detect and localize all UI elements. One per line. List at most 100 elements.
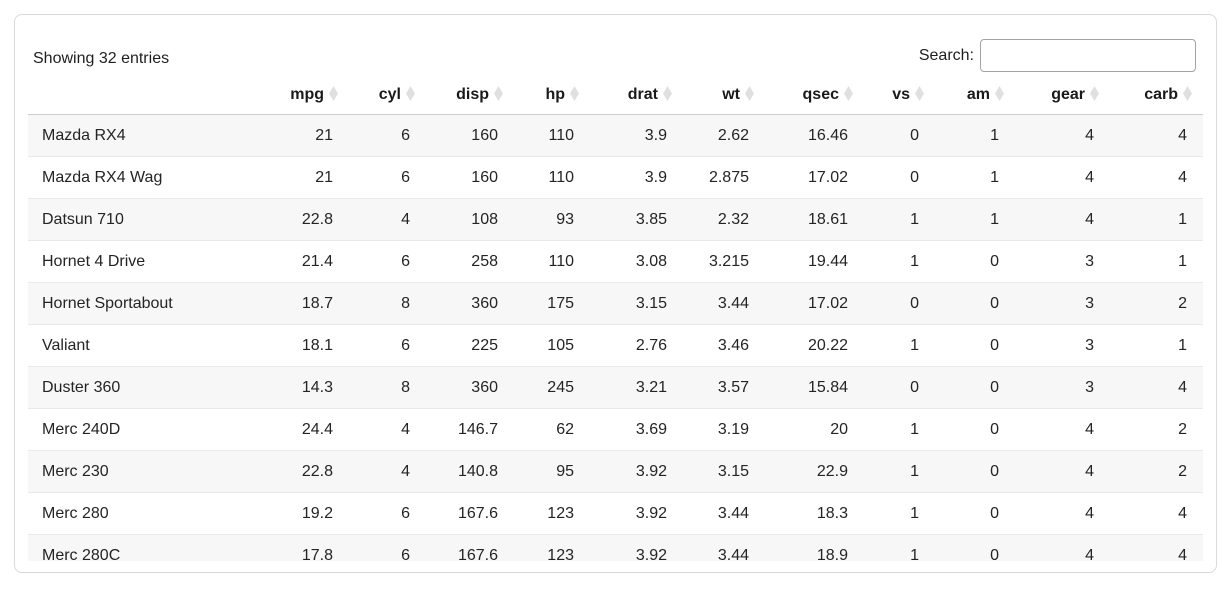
column-header-label: gear <box>1051 86 1085 103</box>
row-name-cell: Mazda RX4 <box>28 114 259 157</box>
cell-hp: 175 <box>514 282 590 325</box>
column-header-label: vs <box>892 86 910 103</box>
sort-diamond-icon <box>570 86 579 101</box>
cell-disp: 225 <box>426 324 514 367</box>
cell-hp: 93 <box>514 198 590 241</box>
cell-vs: 1 <box>864 240 935 283</box>
column-header-drat[interactable]: drat <box>590 77 683 115</box>
column-header-label: hp <box>545 86 565 103</box>
cell-mpg: 22.8 <box>259 198 349 241</box>
row-name-cell: Hornet Sportabout <box>28 282 259 325</box>
cell-hp: 245 <box>514 366 590 409</box>
cell-mpg: 19.2 <box>259 492 349 535</box>
table-row: Duster 360 14.3 8 360 245 3.21 3.57 15.84 0 0 3 4 <box>28 366 1203 409</box>
cell-vs: 1 <box>864 534 935 561</box>
cell-mpg: 21 <box>259 114 349 157</box>
cell-vs: 1 <box>864 450 935 493</box>
table-row: Hornet 4 Drive 21.4 6 258 110 3.08 3.215 19.44 1… <box>28 240 1203 283</box>
column-header-gear[interactable]: gear <box>1015 77 1110 115</box>
cell-am: 0 <box>935 240 1015 283</box>
cell-carb: 4 <box>1110 156 1203 199</box>
cell-qsec: 18.61 <box>765 198 864 241</box>
column-header-label: mpg <box>290 86 324 103</box>
sort-diamond-icon <box>406 86 415 101</box>
cell-gear: 4 <box>1015 492 1110 535</box>
row-name-cell: Merc 240D <box>28 408 259 451</box>
cell-wt: 3.19 <box>683 408 765 451</box>
cell-hp: 62 <box>514 408 590 451</box>
column-header-wt[interactable]: wt <box>683 77 765 115</box>
cell-gear: 3 <box>1015 324 1110 367</box>
cell-gear: 3 <box>1015 282 1110 325</box>
column-header-vs[interactable]: vs <box>864 77 935 115</box>
cell-am: 0 <box>935 534 1015 561</box>
cell-cyl: 4 <box>349 198 426 241</box>
cell-hp: 123 <box>514 534 590 561</box>
cell-drat: 3.69 <box>590 408 683 451</box>
cell-gear: 4 <box>1015 156 1110 199</box>
cell-carb: 1 <box>1110 240 1203 283</box>
cell-carb: 1 <box>1110 198 1203 241</box>
sort-diamond-icon <box>494 86 503 101</box>
cell-carb: 4 <box>1110 534 1203 561</box>
cell-wt: 3.44 <box>683 534 765 561</box>
cell-qsec: 18.3 <box>765 492 864 535</box>
cell-carb: 2 <box>1110 450 1203 493</box>
table-scroll-area[interactable]: mpg cyl disp hp drat wt qsec vs am gear carb Mazda… <box>28 77 1203 561</box>
cell-wt: 3.44 <box>683 282 765 325</box>
row-name-cell: Merc 280 <box>28 492 259 535</box>
cell-hp: 123 <box>514 492 590 535</box>
cell-drat: 3.9 <box>590 114 683 157</box>
column-header-mpg[interactable]: mpg <box>259 77 349 115</box>
cell-cyl: 4 <box>349 408 426 451</box>
cell-am: 0 <box>935 282 1015 325</box>
table-row: Mazda RX4 Wag 21 6 160 110 3.9 2.875 17.02 0 1 4 4 <box>28 156 1203 199</box>
cell-cyl: 6 <box>349 324 426 367</box>
table-toolbar: Showing 32 entries Search: <box>28 37 1203 72</box>
table-row: Mazda RX4 21 6 160 110 3.9 2.62 16.46 0 1 4 4 <box>28 114 1203 157</box>
sort-diamond-icon <box>995 86 1004 101</box>
cell-gear: 4 <box>1015 450 1110 493</box>
header-row: mpg cyl disp hp drat wt qsec vs am gear carb <box>28 77 1203 115</box>
cell-hp: 110 <box>514 156 590 199</box>
cell-qsec: 15.84 <box>765 366 864 409</box>
cell-qsec: 17.02 <box>765 282 864 325</box>
column-header-am[interactable]: am <box>935 77 1015 115</box>
cell-cyl: 6 <box>349 114 426 157</box>
cell-cyl: 6 <box>349 534 426 561</box>
column-header-carb[interactable]: carb <box>1110 77 1203 115</box>
table-row: Merc 230 22.8 4 140.8 95 3.92 3.15 22.9 1 0 4 2 <box>28 450 1203 493</box>
column-header-hp[interactable]: hp <box>514 77 590 115</box>
row-name-cell: Valiant <box>28 324 259 367</box>
cell-am: 1 <box>935 156 1015 199</box>
cell-gear: 4 <box>1015 408 1110 451</box>
cell-am: 0 <box>935 450 1015 493</box>
column-header-label: drat <box>627 86 658 103</box>
cell-vs: 0 <box>864 156 935 199</box>
cell-carb: 4 <box>1110 114 1203 157</box>
cell-mpg: 21 <box>259 156 349 199</box>
cell-cyl: 6 <box>349 240 426 283</box>
cell-qsec: 16.46 <box>765 114 864 157</box>
table-row: Merc 280C 17.8 6 167.6 123 3.92 3.44 18.9 1 0 4 4 <box>28 534 1203 561</box>
cell-qsec: 18.9 <box>765 534 864 561</box>
cell-vs: 0 <box>864 114 935 157</box>
column-header-qsec[interactable]: qsec <box>765 77 864 115</box>
column-header-disp[interactable]: disp <box>426 77 514 115</box>
cell-drat: 3.21 <box>590 366 683 409</box>
search-control: Search: <box>919 39 1196 72</box>
data-table: mpg cyl disp hp drat wt qsec vs am gear carb Mazda… <box>28 77 1203 561</box>
search-input[interactable] <box>980 39 1196 72</box>
cell-drat: 3.15 <box>590 282 683 325</box>
cell-disp: 258 <box>426 240 514 283</box>
cell-mpg: 22.8 <box>259 450 349 493</box>
cell-mpg: 18.1 <box>259 324 349 367</box>
cell-carb: 2 <box>1110 408 1203 451</box>
cell-hp: 110 <box>514 114 590 157</box>
cell-disp: 167.6 <box>426 534 514 561</box>
column-header-label: qsec <box>802 86 839 103</box>
table-row: Merc 240D 24.4 4 146.7 62 3.69 3.19 20 1 0 4 2 <box>28 408 1203 451</box>
cell-wt: 3.215 <box>683 240 765 283</box>
column-header-cyl[interactable]: cyl <box>349 77 426 115</box>
cell-disp: 360 <box>426 366 514 409</box>
